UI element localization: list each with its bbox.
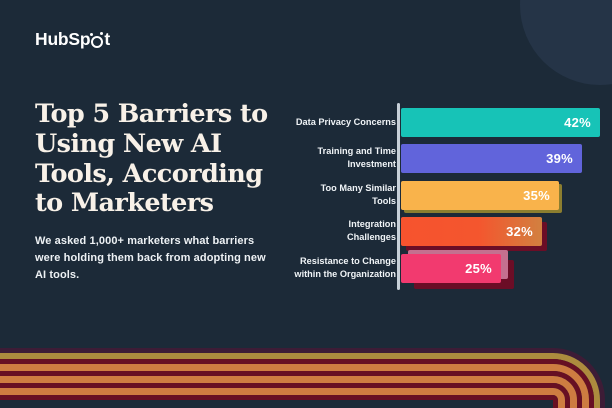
bar-data-privacy-concerns: 42%	[401, 108, 600, 137]
stripe-band	[0, 364, 589, 408]
chart-row: Resistance to Change within the Organizat…	[284, 253, 609, 283]
stripe-band	[0, 353, 600, 408]
bar-value: 42%	[564, 115, 591, 130]
bar-value: 39%	[546, 151, 573, 167]
bar-label-line: Data Privacy Concerns	[295, 116, 396, 127]
bar-integration-challenges: 32%	[401, 217, 542, 247]
stripe-band	[0, 371, 582, 408]
bar-track: 25%	[396, 253, 609, 283]
text-line: Top 5 Barriers to	[35, 99, 268, 129]
bar-label: Integration Challenges	[284, 219, 396, 244]
text-line: We asked 1,000+ marketers what barriers	[35, 235, 255, 248]
text-line: Using New AI	[35, 128, 222, 159]
logo-text-after: t	[104, 29, 111, 49]
text-line: AI tools.	[35, 269, 80, 282]
bar-value: 32%	[506, 224, 533, 240]
bar-track: 39%	[396, 144, 609, 174]
stripe-band	[0, 383, 570, 408]
bar-value: 35%	[523, 187, 550, 203]
bar-chart: Data Privacy Concerns 42% Training and Tim…	[284, 103, 609, 290]
text-line: Tools, According	[35, 158, 263, 189]
logo-text-before: HubSp	[35, 29, 91, 49]
bar-label-line: Training and Time	[317, 146, 396, 157]
bar-label: Data Privacy Concerns	[284, 117, 396, 129]
stripe-band	[0, 348, 605, 408]
bar-label-line: Challenges	[346, 232, 396, 243]
text-line: were holding them back from adopting new	[35, 252, 266, 265]
chart-row: Data Privacy Concerns 42%	[284, 108, 609, 137]
bar-too-many-similar-tools: 35%	[401, 180, 559, 210]
bar-training-and-time-investment: 39%	[401, 144, 582, 174]
bar-label-line: Resistance to Change	[300, 255, 396, 266]
chart-row: Training and Time Investment 39%	[284, 144, 609, 174]
bar-label-line: Integration	[348, 219, 396, 230]
chart-rows: Data Privacy Concerns 42% Training and Tim…	[284, 103, 609, 283]
bar-label-line: Tools	[372, 195, 396, 206]
bar-track: 42%	[396, 108, 609, 137]
bar-label: Training and Time Investment	[284, 146, 396, 171]
stripe-band	[0, 359, 594, 408]
intro-panel: Top 5 Barriers to Using New AI Tools, Acco…	[35, 99, 297, 284]
bar-label-line: Investment	[347, 159, 396, 170]
chart-row: Too Many Similar Tools 35%	[284, 180, 609, 210]
bar-value: 25%	[465, 260, 492, 276]
chart-row: Integration Challenges 32%	[284, 217, 609, 247]
stripe-band	[0, 395, 558, 408]
bar-resistance-to-change-within-the-organization: 25%	[401, 253, 501, 283]
bar-track: 35%	[396, 180, 609, 210]
bar-label-line: Too Many Similar	[320, 182, 396, 193]
stripe-band	[0, 388, 565, 408]
hubspot-logo: HubSp t	[35, 29, 110, 50]
page-subtitle: We asked 1,000+ marketers what barriers w…	[35, 233, 297, 284]
chart-axis-baseline	[397, 103, 400, 290]
bar-label-line: within the Organization	[294, 268, 396, 279]
decor-circle	[520, 0, 612, 85]
text-line: to Marketers	[35, 188, 214, 219]
bar-track: 32%	[396, 217, 609, 247]
hubspot-sprocket-icon	[90, 32, 104, 48]
stripe-band	[0, 376, 577, 408]
bar-label: Too Many Similar Tools	[284, 183, 396, 208]
page-title: Top 5 Barriers to Using New AI Tools, Acco…	[35, 99, 297, 219]
bar-label: Resistance to Change within the Organizat…	[284, 256, 396, 281]
